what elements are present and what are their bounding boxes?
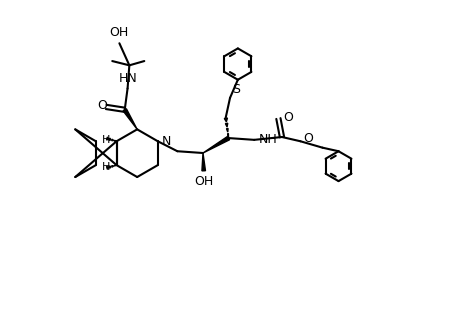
- Polygon shape: [107, 137, 109, 140]
- Polygon shape: [228, 133, 229, 137]
- Text: H: H: [102, 135, 110, 145]
- Text: N: N: [161, 135, 171, 148]
- Polygon shape: [225, 123, 228, 127]
- Text: H: H: [102, 161, 110, 172]
- Text: O: O: [303, 132, 313, 145]
- Polygon shape: [107, 166, 109, 169]
- Polygon shape: [202, 153, 206, 171]
- Polygon shape: [224, 118, 227, 122]
- Polygon shape: [109, 166, 111, 168]
- Polygon shape: [226, 129, 228, 132]
- Text: OH: OH: [194, 175, 213, 188]
- Polygon shape: [114, 165, 116, 166]
- Polygon shape: [112, 166, 114, 167]
- Text: NH: NH: [259, 133, 278, 146]
- Polygon shape: [114, 140, 116, 141]
- Text: O: O: [283, 111, 293, 124]
- Polygon shape: [123, 109, 137, 129]
- Text: HN: HN: [119, 72, 137, 85]
- Polygon shape: [203, 136, 230, 153]
- Polygon shape: [109, 138, 111, 140]
- Text: OH: OH: [109, 26, 128, 39]
- Text: S: S: [232, 83, 240, 96]
- Polygon shape: [112, 139, 114, 141]
- Text: O: O: [98, 99, 108, 112]
